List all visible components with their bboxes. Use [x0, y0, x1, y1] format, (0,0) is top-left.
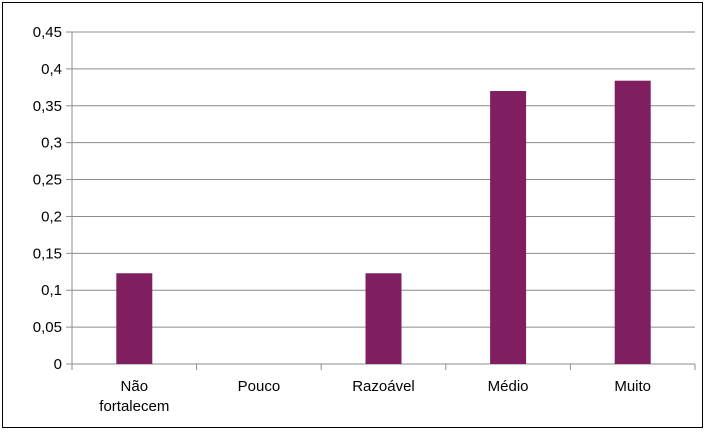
bar: [614, 80, 651, 365]
x-axis-tick-labels: Não fortalecem Pouco Razoável Médio Muito: [99, 378, 651, 415]
bar: [365, 273, 402, 364]
bar: [490, 91, 527, 365]
y-tick-label: 0,35: [33, 98, 62, 115]
y-tick-label: 0,25: [33, 172, 62, 189]
x-tick-label: Médio: [488, 378, 529, 395]
x-tick-label: Pouco: [238, 378, 281, 395]
bar: [116, 273, 153, 364]
x-tick-label: Não fortalecem: [99, 378, 169, 415]
x-tick-label: Muito: [614, 378, 651, 395]
y-tick-label: 0,45: [33, 24, 62, 41]
y-tick-label: 0,15: [33, 245, 62, 262]
y-tick-label: 0,4: [41, 61, 62, 78]
y-axis-tick-labels: 0 0,05 0,1 0,15 0,2 0,25 0,3 0,35 0,4 0,45: [33, 24, 62, 373]
y-tick-label: 0,05: [33, 319, 62, 336]
y-tick-label: 0: [54, 356, 62, 373]
gridlines: [72, 31, 695, 328]
x-tick-label-line: Pouco: [238, 378, 281, 395]
x-tick-label-line: Muito: [614, 378, 651, 395]
x-tick-label-line: Razoável: [352, 378, 415, 395]
x-tick-label-line: Não: [121, 378, 149, 395]
bars: [116, 80, 651, 365]
x-tick-label-line: Médio: [488, 378, 529, 395]
x-tick-label-line: fortalecem: [99, 398, 169, 415]
x-tick-label: Razoável: [352, 378, 415, 395]
y-tick-label: 0,2: [41, 208, 62, 225]
y-tick-label: 0,3: [41, 135, 62, 152]
y-tick-label: 0,1: [41, 282, 62, 299]
